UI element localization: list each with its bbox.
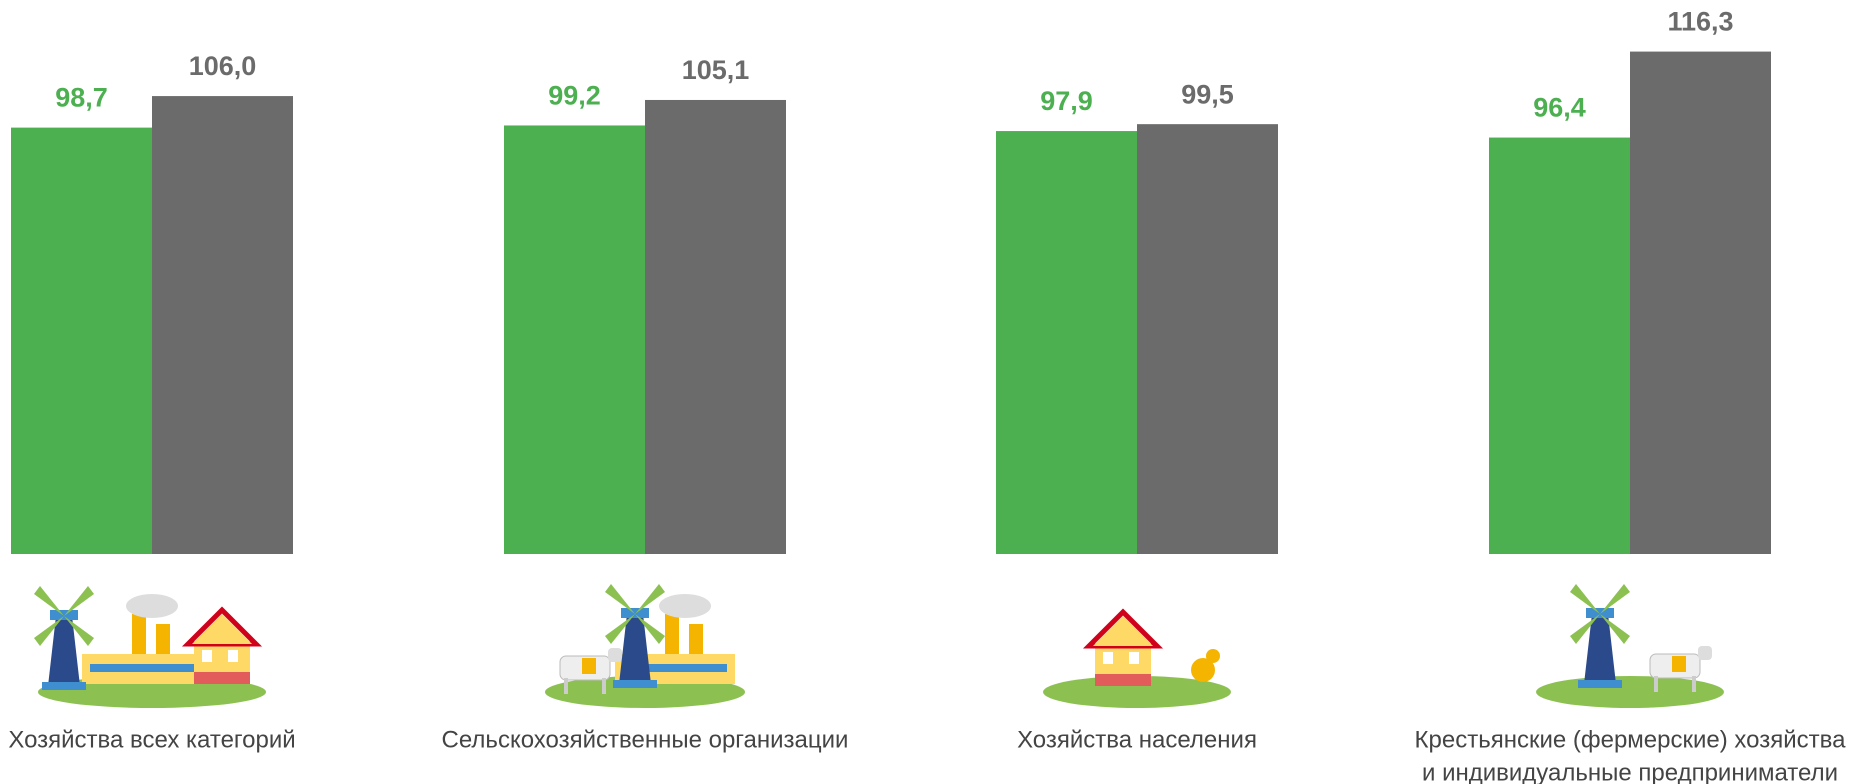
value-label: 106,0 xyxy=(189,51,257,81)
value-label: 99,2 xyxy=(548,81,601,111)
category-label: Хозяйства населения xyxy=(1017,726,1257,753)
icon xyxy=(34,586,266,708)
bar xyxy=(152,96,293,554)
icon xyxy=(1536,584,1724,708)
bar xyxy=(645,99,786,554)
icon xyxy=(1043,612,1231,708)
value-label: 105,1 xyxy=(682,55,750,85)
bar xyxy=(1630,51,1771,555)
value-label: 97,9 xyxy=(1040,86,1093,116)
bar xyxy=(11,127,152,554)
icons xyxy=(34,584,1724,708)
value-label: 96,4 xyxy=(1533,93,1586,123)
value-label: 98,7 xyxy=(55,83,108,113)
category-label: Сельскохозяйственные организации xyxy=(442,726,849,753)
value-label: 99,5 xyxy=(1181,79,1234,109)
value-label: 116,3 xyxy=(1667,7,1733,37)
icon xyxy=(545,584,745,708)
category-label: Хозяйства всех категорий xyxy=(8,726,295,753)
bar xyxy=(1137,124,1278,554)
category-label: Крестьянские (фермерские) хозяйства xyxy=(1415,726,1847,753)
bar xyxy=(504,125,645,555)
bar xyxy=(996,131,1137,554)
bar xyxy=(1489,137,1630,554)
category-label: и индивидуальные предприниматели xyxy=(1422,759,1838,784)
